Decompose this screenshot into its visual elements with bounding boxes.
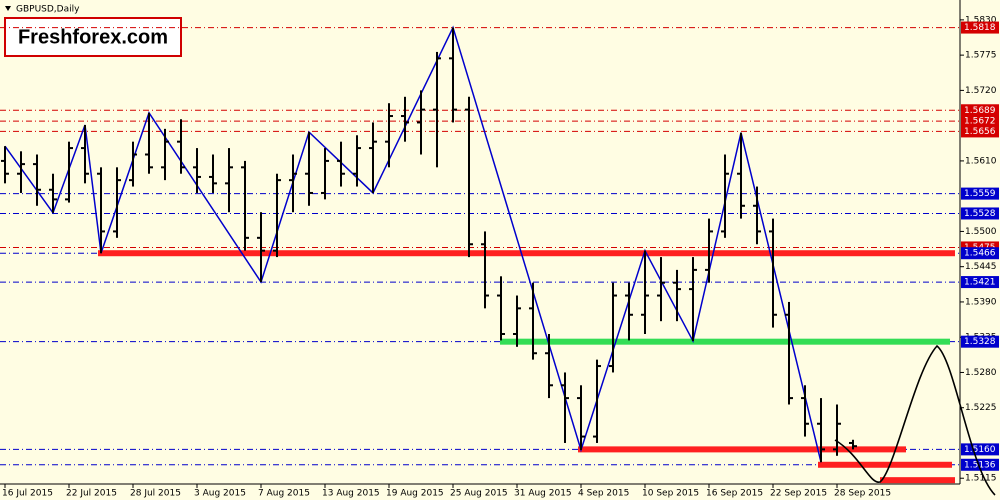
x-tick-label: 16 Jul 2015 <box>2 489 53 499</box>
level-label-box <box>961 115 999 128</box>
y-tick-label: 1.5225 <box>965 403 997 413</box>
zone <box>880 477 955 484</box>
brand: Freshforex.com <box>18 26 168 48</box>
x-tick-label: 22 Sep 2015 <box>770 489 827 499</box>
level-label: 1.5421 <box>964 278 996 288</box>
level-label: 1.5818 <box>964 23 996 33</box>
plot: 1.5830 1.5775 1.5720 1.5610 1.5500 1.5445 1.53… <box>0 15 999 499</box>
x-tick-label: 28 Jul 2015 <box>130 489 181 499</box>
level-label: 1.5160 <box>964 445 996 455</box>
level-label: 1.5466 <box>964 249 996 259</box>
x-tick-label: 22 Jul 2015 <box>66 489 117 499</box>
brand-box <box>4 17 182 57</box>
title-icon <box>5 6 11 11</box>
level-label-box <box>961 187 999 200</box>
x-tick-label: 10 Sep 2015 <box>642 489 699 499</box>
level-label-box <box>961 443 999 456</box>
level-label: 1.5136 <box>964 460 996 470</box>
level-label: 1.5656 <box>964 127 996 137</box>
x-tick-label: 16 Sep 2015 <box>706 489 763 499</box>
level-label: 1.5689 <box>964 106 996 116</box>
x-tick-label: 25 Aug 2015 <box>450 489 508 499</box>
zone <box>500 338 950 345</box>
level-label-box <box>961 247 999 260</box>
level-label: 1.5528 <box>964 209 996 219</box>
y-tick-label: 1.5280 <box>965 368 997 378</box>
y-tick-label: 1.5115 <box>965 474 997 484</box>
x-tick-label: 13 Aug 2015 <box>322 489 380 499</box>
y-tick-label: 1.5830 <box>965 15 997 25</box>
chart-title: GBPUSD,Daily <box>16 5 80 15</box>
y-tick-label: 1.5500 <box>965 227 997 237</box>
x-tick-label: 4 Sep 2015 <box>578 489 629 499</box>
zone <box>818 461 952 468</box>
x-tick-label: 19 Aug 2015 <box>386 489 444 499</box>
level-label-box <box>961 21 999 34</box>
x-tick-label: 7 Aug 2015 <box>258 489 310 499</box>
x-tick-label: 3 Aug 2015 <box>194 489 246 499</box>
y-tick-label: 1.5390 <box>965 297 997 307</box>
level-label-box <box>961 104 999 117</box>
zone <box>578 446 906 453</box>
level-label-box <box>961 276 999 289</box>
y-tick-label: 1.5720 <box>965 86 997 96</box>
level-label-box <box>961 335 999 348</box>
level-label: 1.5672 <box>964 117 996 127</box>
x-tick-label: 28 Sep 2015 <box>834 489 891 499</box>
y-tick-label: 1.5775 <box>965 51 997 61</box>
x-tick-label: 31 Aug 2015 <box>514 489 572 499</box>
level-label: 1.5559 <box>964 189 996 199</box>
level-label: 1.5328 <box>964 337 996 347</box>
forecast-curve <box>834 344 996 496</box>
level-label-box <box>961 207 999 220</box>
y-tick-label: 1.5445 <box>965 262 997 272</box>
zone <box>98 250 955 257</box>
level-label-box <box>961 458 999 471</box>
y-tick-label: 1.5610 <box>965 156 997 166</box>
level-label-box <box>961 125 999 138</box>
